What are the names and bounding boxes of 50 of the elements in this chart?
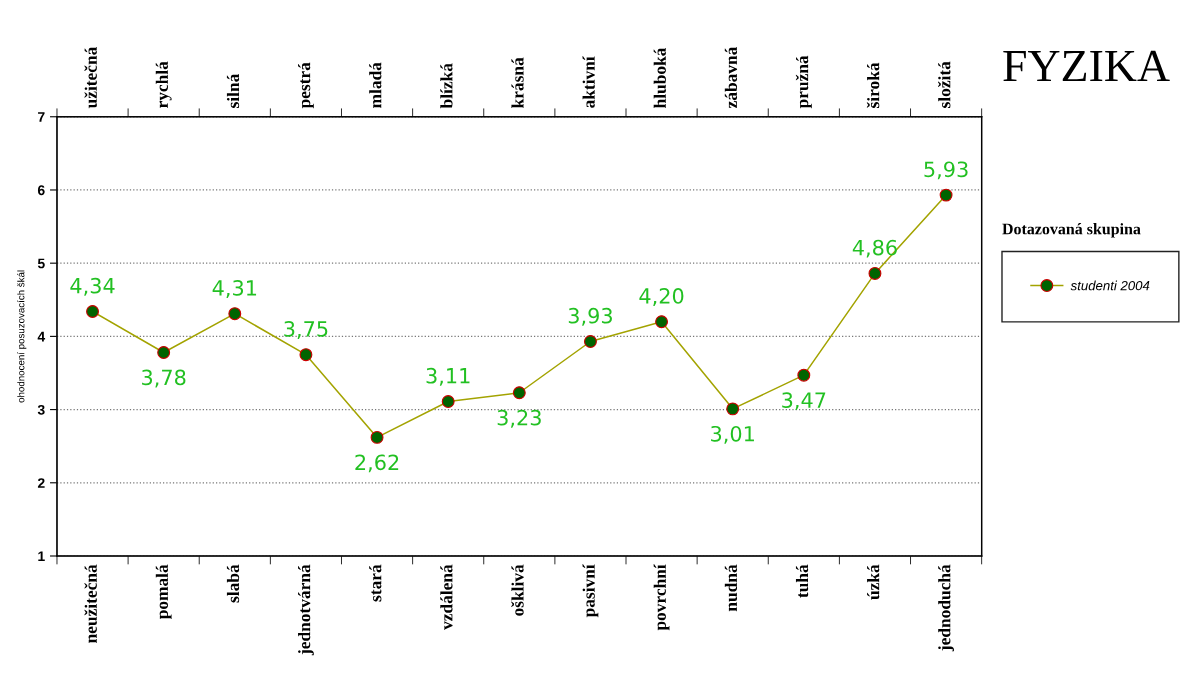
x-tick-label: nudná	[724, 564, 738, 612]
data-label: 3,78	[142, 369, 186, 388]
x-tick-label: neužitečná	[84, 564, 97, 643]
data-label: 3,47	[782, 392, 826, 411]
x-tick-label: slabá	[226, 564, 240, 603]
legend-label: studenti 2004	[1070, 280, 1150, 291]
data-label: 3,01	[711, 425, 754, 444]
text: silná	[226, 73, 240, 108]
x-tick-label: tuhá	[795, 564, 809, 598]
text: blízká	[440, 63, 453, 109]
x-tick-label: povrchní	[653, 564, 670, 631]
x-tick-label: stará	[369, 564, 382, 602]
text: mladá	[369, 62, 382, 108]
y-tick-label: 4	[37, 331, 46, 342]
text: aktivní	[582, 56, 595, 108]
y-tick-label: 7	[38, 112, 45, 122]
text: pestrá	[298, 62, 314, 109]
x-tick-label: vzdálená	[440, 564, 453, 630]
text: pružná	[795, 55, 812, 109]
y-tick-label: 2	[37, 478, 45, 488]
data-label: 2,62	[355, 454, 399, 473]
legend-title: Dotazovaná skupina	[1002, 223, 1141, 238]
y-tick-label: 6	[37, 185, 45, 196]
data-label: 5,93	[924, 161, 968, 180]
data-label: 3,23	[497, 409, 541, 428]
text: složitá	[938, 61, 951, 108]
text: FYZIKA	[1003, 50, 1170, 82]
x-tick-label: úzká	[867, 564, 880, 600]
y-tick-label: 5	[37, 258, 45, 269]
text: hluboká	[653, 47, 666, 108]
text: rychlá	[155, 61, 172, 108]
x-tick-label: pomalá	[155, 564, 172, 620]
data-label: 4,20	[639, 288, 684, 306]
y-tick-label: 3	[37, 404, 45, 415]
data-label: 4,34	[70, 277, 115, 296]
text: užitečná	[84, 46, 97, 109]
x-tick-label: ošklivá	[511, 564, 524, 616]
data-label: 3,93	[568, 307, 612, 326]
text: krásná	[511, 57, 524, 108]
data-label: 3,11	[426, 367, 470, 386]
text: zábavná	[724, 46, 738, 109]
x-tick-label: pasivní	[582, 564, 599, 618]
x-tick-label: jednotvárná	[298, 564, 314, 656]
y-axis-title: ohodnocení posuzovacích škál	[17, 270, 27, 403]
data-label: 4,31	[212, 280, 257, 298]
data-label: 3,75	[284, 321, 328, 339]
x-tick-label: jednoduchá	[938, 564, 954, 652]
data-label: 4,86	[852, 239, 897, 258]
text: široká	[866, 62, 880, 108]
y-tick-label: 1	[38, 551, 45, 562]
